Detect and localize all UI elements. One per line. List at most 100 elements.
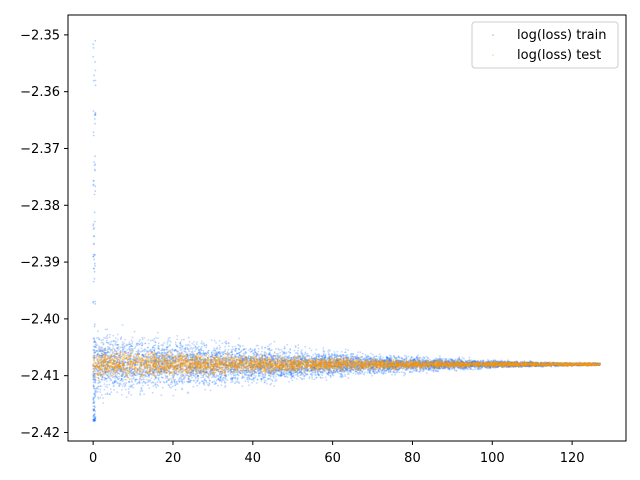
train-point — [368, 372, 371, 374]
train-point — [250, 350, 253, 353]
train-point — [164, 368, 167, 371]
train-point — [143, 337, 146, 339]
train-point — [221, 342, 224, 345]
train-point — [365, 361, 367, 364]
train-point — [203, 378, 206, 380]
train-point — [234, 364, 237, 367]
train-point — [106, 328, 109, 331]
train-point — [308, 376, 311, 378]
train-point — [486, 359, 489, 361]
train-point — [564, 363, 567, 366]
train-point — [472, 364, 475, 367]
train-point — [492, 363, 495, 366]
train-point — [243, 356, 246, 359]
train-point — [270, 382, 273, 385]
train-point — [217, 375, 220, 377]
train-point — [266, 359, 268, 361]
train-point — [178, 347, 181, 349]
train-point — [315, 360, 317, 362]
train-point — [119, 346, 122, 349]
train-point — [104, 385, 107, 388]
train-point — [121, 394, 123, 396]
train-point — [366, 354, 368, 357]
train-point — [430, 364, 433, 366]
train-point — [155, 386, 158, 389]
train-point — [310, 349, 313, 352]
train-point — [422, 360, 424, 363]
train-point — [131, 364, 134, 367]
train-point — [208, 354, 211, 356]
train-point — [528, 365, 531, 367]
train-point — [268, 377, 270, 380]
train-point — [108, 393, 111, 395]
train-point — [220, 384, 223, 387]
train-point — [580, 363, 582, 366]
train-point — [304, 361, 307, 364]
train-point — [324, 376, 327, 379]
train-point — [187, 380, 190, 383]
train-point — [182, 374, 184, 377]
train-point — [582, 363, 584, 366]
train-point — [267, 345, 269, 348]
train-point — [285, 375, 288, 378]
train-point — [545, 363, 548, 366]
train-point — [442, 364, 445, 367]
train-point — [281, 350, 284, 353]
train-point — [218, 344, 221, 347]
train-point — [295, 365, 297, 368]
train-point — [392, 363, 394, 366]
train-point — [131, 342, 133, 345]
train-point — [297, 344, 300, 346]
train-point — [267, 353, 270, 356]
train-point — [127, 392, 130, 395]
train-point — [126, 349, 128, 351]
train-point — [206, 364, 209, 367]
train-point — [424, 360, 427, 362]
train-point — [146, 346, 149, 349]
train-point — [141, 336, 144, 339]
train-point — [200, 361, 203, 363]
train-point — [500, 361, 502, 363]
train-point — [205, 344, 208, 347]
train-point — [480, 367, 482, 370]
train-point — [459, 366, 462, 368]
train-point — [215, 342, 218, 344]
train-point — [339, 362, 342, 365]
train-point — [166, 341, 169, 343]
train-point — [321, 374, 323, 377]
train-point — [220, 355, 223, 357]
train-point — [163, 341, 166, 344]
train-point — [248, 355, 250, 357]
train-point — [194, 345, 197, 348]
train-point — [303, 377, 306, 380]
train-point — [151, 391, 154, 394]
train-point — [545, 362, 548, 365]
train-point — [151, 339, 154, 341]
train-point — [128, 346, 131, 349]
train-point — [543, 362, 545, 365]
train-point — [139, 392, 142, 395]
train-point — [392, 367, 394, 370]
train-point — [315, 364, 317, 367]
train-point — [130, 394, 133, 396]
train-point — [465, 365, 468, 368]
train-point — [205, 367, 207, 370]
train-point — [267, 372, 269, 374]
train-point — [333, 353, 336, 356]
train-point — [193, 356, 196, 359]
train-point — [167, 339, 170, 341]
train-point — [231, 377, 234, 380]
train-point — [358, 358, 360, 360]
train-point — [439, 355, 441, 358]
train-point — [223, 364, 226, 367]
train-point — [197, 345, 200, 348]
train-point — [589, 363, 592, 365]
train-point — [113, 388, 115, 391]
train-point — [432, 359, 435, 362]
train-point — [167, 345, 170, 348]
train-point — [259, 353, 262, 356]
train-point — [169, 345, 171, 347]
train-point — [121, 341, 124, 343]
train-point — [274, 362, 276, 365]
train-point — [125, 381, 128, 384]
